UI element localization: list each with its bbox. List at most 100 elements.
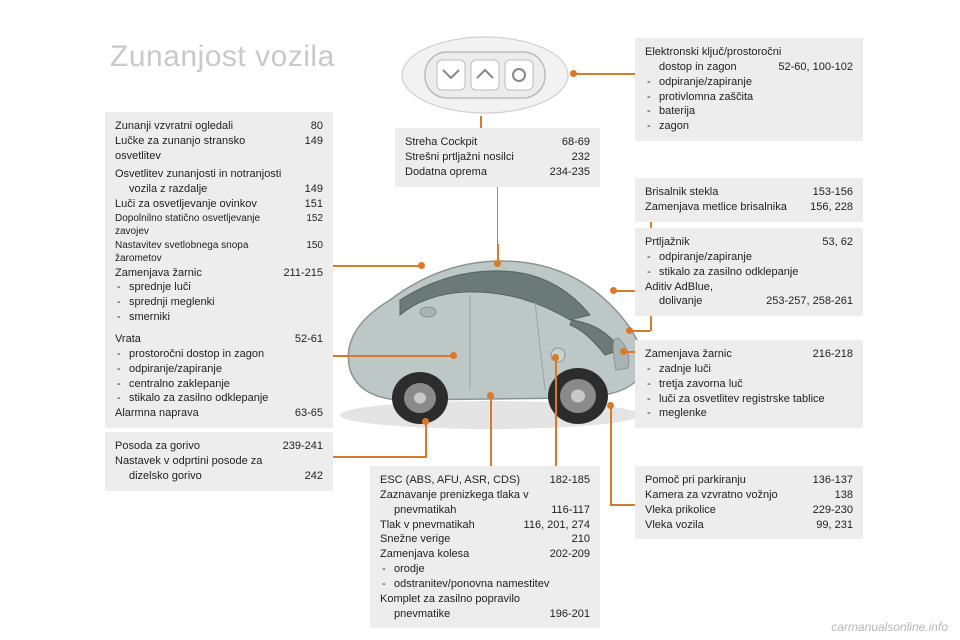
label: Vleka prikolice: [645, 503, 716, 518]
page-ref: 68-69: [562, 135, 590, 150]
bullet: baterija: [645, 104, 853, 119]
leader-dot: [607, 402, 614, 409]
page-ref: 151: [305, 197, 323, 212]
label: Streha Cockpit: [405, 135, 477, 150]
page-ref: 253-257, 258-261: [766, 294, 853, 309]
label: Zamenjava žarnic: [115, 266, 202, 281]
leader-dot: [487, 392, 494, 399]
label: Vrata: [115, 332, 141, 347]
page-ref: 53, 62: [822, 235, 853, 250]
leader-dot: [494, 260, 501, 267]
bullet: orodje: [380, 562, 590, 577]
bullet: centralno zaklepanje: [115, 377, 323, 392]
bullet: tretja zavorna luč: [645, 377, 853, 392]
page-ref: 182-185: [550, 473, 590, 488]
leader-dot: [450, 352, 457, 359]
page-root: Zunanjost vozila: [0, 0, 960, 640]
bullet: stikalo za zasilno odklepanje: [645, 265, 853, 280]
bullet: protivlomna zaščita: [645, 90, 853, 105]
page-ref: 242: [305, 469, 323, 484]
page-ref: 202-209: [550, 547, 590, 562]
page-ref: 239-241: [283, 439, 323, 454]
label: Posoda za gorivo: [115, 439, 200, 454]
leader-dot: [620, 348, 627, 355]
box-esc: ESC (ABS, AFU, ASR, CDS)182-185 Zaznavan…: [370, 466, 600, 628]
box-fuel: Posoda za gorivo 239-241 Nastavek v odprt…: [105, 432, 333, 491]
box-roof: Streha Cockpit 68-69 Strešni prtljažni no…: [395, 128, 600, 187]
page-ref: 234-235: [550, 165, 590, 180]
page-ref: 99, 231: [816, 518, 853, 533]
label: Zamenjava žarnic: [645, 347, 732, 362]
page-ref: 211-215: [283, 266, 323, 281]
leader-line: [555, 358, 557, 468]
page-ref: 156, 228: [810, 200, 853, 215]
label: Vleka vozila: [645, 518, 704, 533]
box-key: Elektronski ključ/prostoročni dostop in …: [635, 38, 863, 141]
page-ref: 116, 201, 274: [524, 518, 590, 533]
box-lighting: Osvetlitev zunanjosti in notranjosti voz…: [105, 160, 333, 332]
label: Dopolnilno statično osvetljevanje zavoje…: [115, 212, 294, 239]
page-ref: 138: [835, 488, 853, 503]
box-rear-bulbs: Zamenjava žarnic 216-218 zadnje luči tret…: [635, 340, 863, 428]
label: Brisalnik stekla: [645, 185, 718, 200]
box-parking: Pomoč pri parkiranju 136-137 Kamera za vz…: [635, 466, 863, 539]
leader-line: [332, 265, 420, 267]
label: pnevmatikah: [380, 503, 456, 518]
bullet: sprednje luči: [115, 280, 323, 295]
label: Komplet za zasilno popravilo: [380, 592, 520, 607]
bullet: prostoročni dostop in zagon: [115, 347, 323, 362]
page-ref: 232: [572, 150, 590, 165]
label: dizelsko gorivo: [115, 469, 202, 484]
leader-line: [497, 180, 498, 244]
label: Zamenjava kolesa: [380, 547, 469, 562]
bullet: stikalo za zasilno odklepanje: [115, 391, 323, 406]
label: Nastavek v odprtini posode za: [115, 454, 262, 469]
bullet: odpiranje/zapiranje: [115, 362, 323, 377]
page-ref: 149: [305, 182, 323, 197]
leader-line: [575, 73, 635, 75]
leader-dot: [626, 327, 633, 334]
leader-line: [610, 405, 612, 505]
page-ref: 150: [306, 239, 323, 266]
page-ref: 136-137: [813, 473, 853, 488]
label: Osvetlitev zunanjosti in notranjosti: [115, 167, 281, 182]
leader-line: [490, 395, 492, 467]
page-ref: 196-201: [550, 607, 590, 622]
box-doors: Vrata52-61 prostoročni dostop in zagon o…: [105, 325, 333, 428]
label: Strešni prtljažni nosilci: [405, 150, 514, 165]
bullet: smerniki: [115, 310, 323, 325]
page-ref: 210: [572, 532, 590, 547]
watermark: carmanualsonline.info: [831, 620, 948, 634]
leader-line: [332, 355, 452, 357]
label: Luči za osvetljevanje ovinkov: [115, 197, 257, 212]
label: Prtljažnik: [645, 235, 690, 250]
page-ref: 52-60, 100-102: [778, 60, 853, 75]
page-title: Zunanjost vozila: [110, 40, 335, 74]
label: Snežne verige: [380, 532, 450, 547]
bullet: zadnje luči: [645, 362, 853, 377]
label: ESC (ABS, AFU, ASR, CDS): [380, 473, 520, 488]
key-illustration: [395, 30, 575, 120]
bullet: odstranitev/ponovna namestitev: [380, 577, 590, 592]
label: dostop in zagon: [645, 60, 737, 75]
page-ref: 152: [306, 212, 323, 239]
leader-line: [630, 330, 650, 332]
page-ref: 216-218: [813, 347, 853, 362]
label: Kamera za vzvratno vožnjo: [645, 488, 778, 503]
label: vozila z razdalje: [115, 182, 207, 197]
page-ref: 229-230: [813, 503, 853, 518]
label: dolivanje: [645, 294, 702, 309]
label: Nastavitev svetlobnega snopa žarometov: [115, 239, 294, 266]
leader-dot: [552, 354, 559, 361]
label: Pomoč pri parkiranju: [645, 473, 746, 488]
bullet: zagon: [645, 119, 853, 134]
bullet: sprednji meglenki: [115, 295, 323, 310]
label: Alarmna naprava: [115, 406, 199, 421]
label: Aditiv AdBlue,: [645, 280, 713, 295]
leader-line: [425, 420, 427, 458]
leader-line: [332, 456, 426, 458]
label: Dodatna oprema: [405, 165, 487, 180]
label: Tlak v pnevmatikah: [380, 518, 475, 533]
page-ref: 116-117: [551, 503, 590, 518]
box-wiper: Brisalnik stekla153-156 Zamenjava metlic…: [635, 178, 863, 222]
